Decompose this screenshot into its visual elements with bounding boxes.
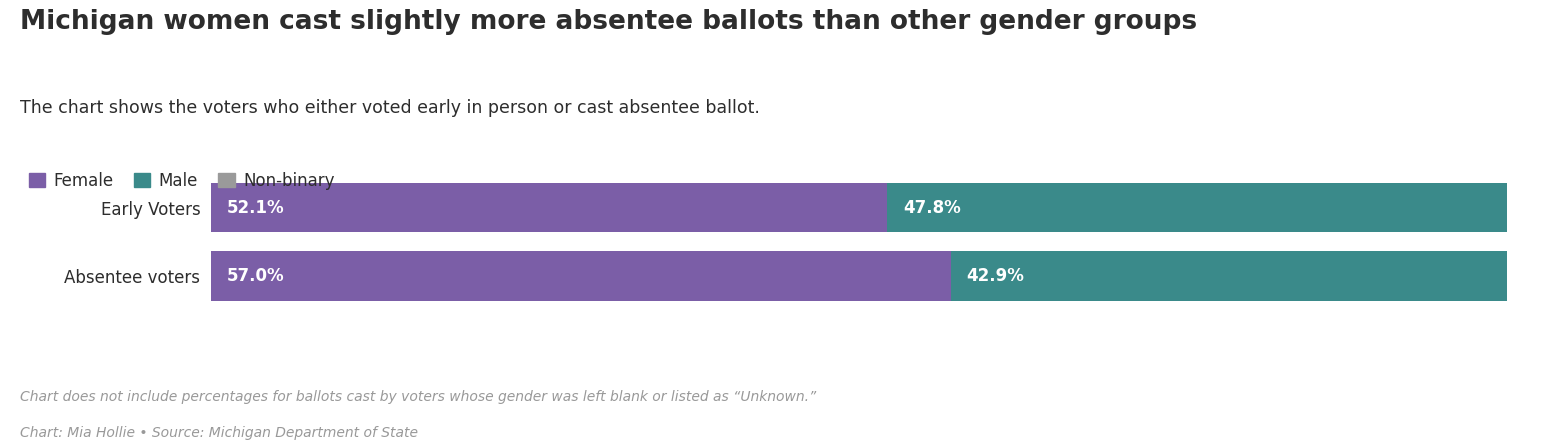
Text: Chart: Mia Hollie • Source: Michigan Department of State: Chart: Mia Hollie • Source: Michigan Dep…: [20, 426, 418, 439]
Text: 47.8%: 47.8%: [904, 199, 960, 217]
Text: Chart does not include percentages for ballots cast by voters whose gender was l: Chart does not include percentages for b…: [20, 390, 816, 404]
Bar: [211, 251, 951, 301]
Bar: [888, 183, 1508, 233]
Text: 57.0%: 57.0%: [227, 267, 285, 285]
Bar: [211, 183, 888, 233]
Text: The chart shows the voters who either voted early in person or cast absentee bal: The chart shows the voters who either vo…: [20, 99, 760, 116]
Text: Michigan women cast slightly more absentee ballots than other gender groups: Michigan women cast slightly more absent…: [20, 9, 1198, 35]
Bar: [951, 251, 1508, 301]
Text: 42.9%: 42.9%: [966, 267, 1024, 285]
Legend: Female, Male, Non-binary: Female, Male, Non-binary: [28, 172, 335, 190]
Text: 52.1%: 52.1%: [227, 199, 285, 217]
